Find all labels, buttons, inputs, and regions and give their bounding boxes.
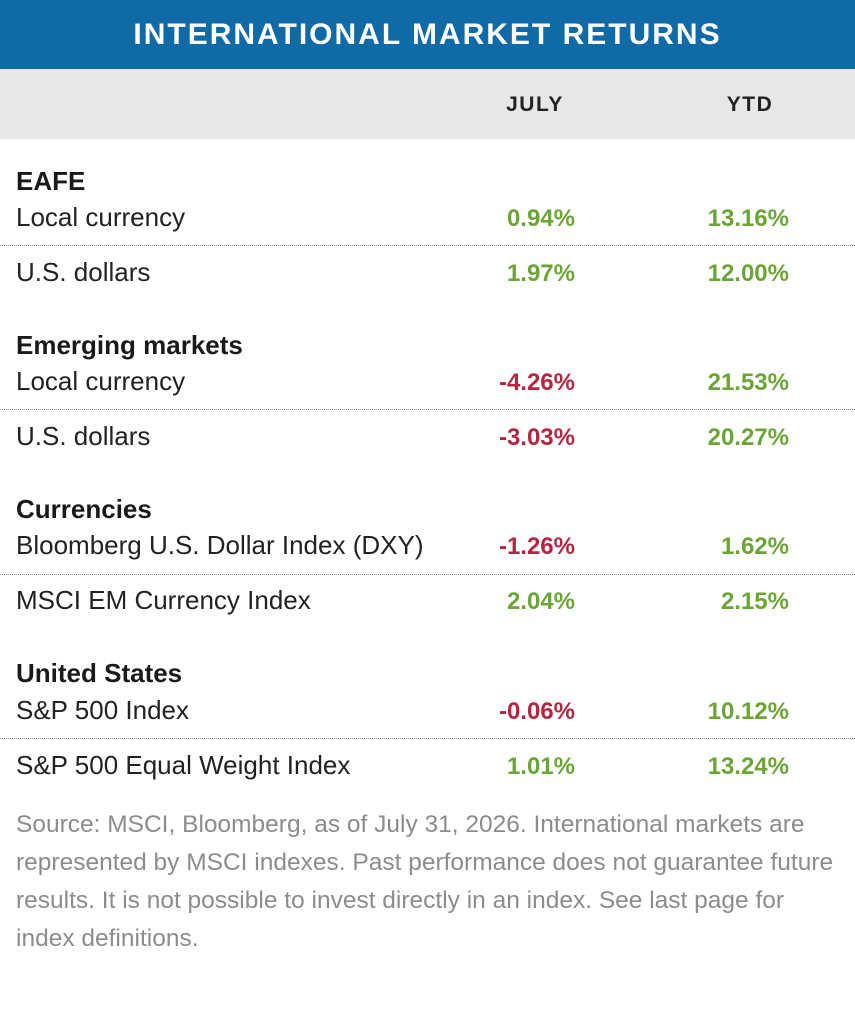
ytd-value: 13.24% <box>707 753 789 780</box>
july-value: 0.94% <box>506 205 575 232</box>
section-title-eafe: EAFE <box>16 166 86 196</box>
section-title-currencies: Currencies <box>16 494 152 524</box>
section-title-united-states: United States <box>16 658 183 688</box>
july-value: 2.04% <box>506 588 575 615</box>
table-row: S&P 500 Equal Weight Index 1.01% 13.24% <box>0 750 855 790</box>
row-label: MSCI EM Currency Index <box>16 585 311 615</box>
row-label: Local currency <box>16 202 186 232</box>
column-header-ytd: YTD <box>726 93 774 116</box>
july-value: -0.06% <box>498 698 575 725</box>
july-value: 1.97% <box>506 260 575 287</box>
table-row: U.S. dollars -3.03% 20.27% <box>0 421 855 461</box>
ytd-value: 10.12% <box>707 698 789 725</box>
row-label: S&P 500 Equal Weight Index <box>16 750 351 780</box>
source-footnote: Source: MSCI, Bloomberg, as of July 31, … <box>16 811 834 952</box>
table-row: Bloomberg U.S. Dollar Index (DXY) -1.26%… <box>0 530 855 570</box>
row-label: Local currency <box>16 366 186 396</box>
july-value: 1.01% <box>506 753 575 780</box>
table-title: INTERNATIONAL MARKET RETURNS <box>133 17 722 51</box>
ytd-value: 20.27% <box>707 424 789 451</box>
row-divider <box>0 245 855 246</box>
title-bar: INTERNATIONAL MARKET RETURNS <box>0 0 855 69</box>
table-row: MSCI EM Currency Index 2.04% 2.15% <box>0 585 855 625</box>
row-label: U.S. dollars <box>16 421 151 451</box>
ytd-value: 13.16% <box>707 205 789 232</box>
table-row: U.S. dollars 1.97% 12.00% <box>0 257 855 297</box>
july-value: -1.26% <box>498 533 575 560</box>
row-divider <box>0 409 855 410</box>
row-label: Bloomberg U.S. Dollar Index (DXY) <box>16 530 424 560</box>
ytd-value: 2.15% <box>720 588 789 615</box>
column-header-july: JULY <box>506 93 564 116</box>
table-row: Local currency -4.26% 21.53% <box>0 366 855 406</box>
row-label: S&P 500 Index <box>16 695 189 725</box>
ytd-value: 12.00% <box>707 260 789 287</box>
table-row: Local currency 0.94% 13.16% <box>0 202 855 242</box>
row-divider <box>0 574 855 575</box>
row-label: U.S. dollars <box>16 257 151 287</box>
row-divider <box>0 738 855 739</box>
table-row: S&P 500 Index -0.06% 10.12% <box>0 695 855 735</box>
section-title-emerging-markets: Emerging markets <box>16 330 243 360</box>
column-header-row: JULY YTD <box>0 69 855 139</box>
july-value: -3.03% <box>498 424 575 451</box>
july-value: -4.26% <box>498 369 575 396</box>
ytd-value: 1.62% <box>720 533 789 560</box>
ytd-value: 21.53% <box>707 369 789 396</box>
